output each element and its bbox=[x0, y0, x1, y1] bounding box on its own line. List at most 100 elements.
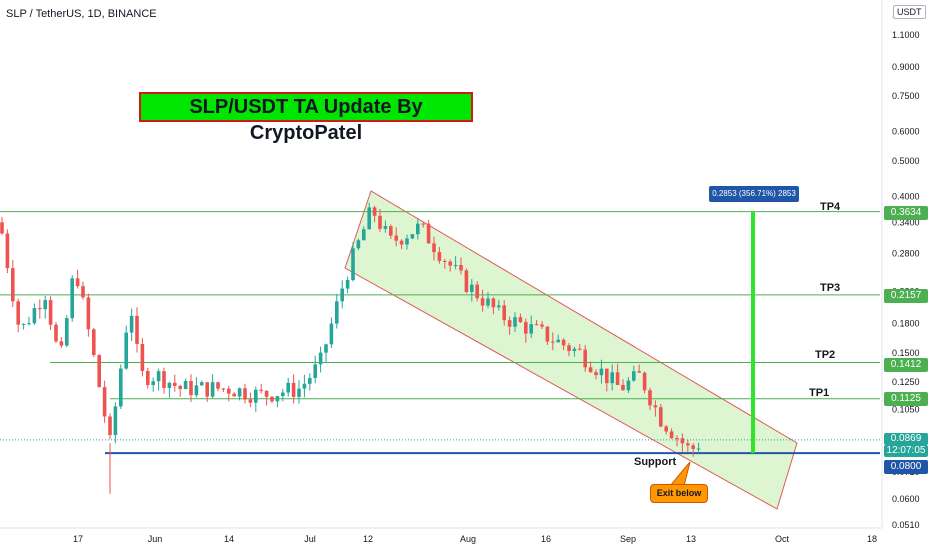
y-tick-label: 0.4000 bbox=[892, 191, 920, 201]
candle-body bbox=[156, 371, 161, 382]
candle-body bbox=[486, 298, 490, 306]
candle-body bbox=[405, 238, 409, 245]
tp4-label: TP4 bbox=[820, 201, 841, 213]
current-price-tag: 0.0869 bbox=[884, 433, 928, 445]
candle-body bbox=[464, 270, 469, 292]
y-tick-label: 0.7500 bbox=[892, 91, 920, 101]
candle-body bbox=[124, 332, 128, 369]
tp2-price-tag: 0.1412 bbox=[884, 358, 928, 372]
candle-body bbox=[421, 223, 425, 225]
candle-body bbox=[459, 265, 463, 271]
candle-body bbox=[491, 298, 496, 308]
candle-body bbox=[367, 207, 371, 230]
currency-badge[interactable]: USDT bbox=[893, 5, 926, 19]
x-tick-label: Jul bbox=[304, 534, 316, 544]
candle-body bbox=[227, 388, 231, 394]
candle-body bbox=[659, 407, 663, 427]
candle-body bbox=[480, 298, 485, 306]
candle-body bbox=[356, 240, 361, 249]
candle-body bbox=[605, 368, 609, 384]
price-axis-bg bbox=[882, 0, 932, 550]
tp4-price-tag: 0.3634 bbox=[884, 206, 928, 220]
chart-title: SLP/USDT TA Update By CryptoPatel bbox=[139, 92, 473, 144]
x-tick-label: 16 bbox=[541, 534, 551, 544]
candle-body bbox=[621, 384, 625, 391]
candle-body bbox=[437, 252, 442, 261]
candle-body bbox=[551, 341, 555, 343]
x-tick-label: Oct bbox=[775, 534, 790, 544]
candle-body bbox=[426, 223, 431, 244]
x-tick-label: 17 bbox=[73, 534, 83, 544]
candle-body bbox=[340, 288, 344, 302]
candle-body bbox=[583, 349, 587, 368]
candle-body bbox=[567, 345, 571, 352]
candle-body bbox=[297, 388, 301, 397]
candle-body bbox=[653, 405, 658, 408]
candle-body bbox=[680, 438, 685, 444]
candle-body bbox=[556, 339, 560, 343]
candle-body bbox=[540, 324, 544, 327]
candle-body bbox=[286, 382, 290, 393]
candle-body bbox=[642, 372, 647, 391]
candle-body bbox=[281, 392, 285, 397]
candle-body bbox=[610, 372, 614, 384]
candle-body bbox=[59, 341, 64, 346]
y-tick-label: 0.1250 bbox=[892, 377, 920, 387]
candle-body bbox=[237, 388, 242, 397]
candle-body bbox=[351, 248, 355, 281]
candle-body bbox=[38, 308, 42, 310]
candle-body bbox=[102, 387, 107, 417]
candle-body bbox=[529, 324, 533, 334]
candle-body bbox=[189, 381, 193, 396]
candle-body bbox=[43, 300, 47, 310]
candle-body bbox=[65, 318, 69, 346]
candle-body bbox=[686, 443, 690, 446]
candle-body bbox=[113, 406, 118, 435]
tp1-label: TP1 bbox=[809, 387, 830, 399]
candle-body bbox=[416, 223, 420, 235]
symbol-header: SLP / TetherUS, 1D, BINANCE bbox=[6, 8, 157, 20]
candle-body bbox=[308, 377, 312, 384]
y-tick-label: 0.5000 bbox=[892, 156, 920, 166]
candle-body bbox=[578, 348, 582, 350]
support-price-tag: 0.0800 bbox=[884, 460, 928, 474]
candle-body bbox=[178, 385, 182, 390]
x-tick-label: 12 bbox=[363, 534, 373, 544]
candle-body bbox=[92, 329, 96, 356]
candle-body bbox=[545, 326, 550, 342]
candle-body bbox=[502, 305, 506, 321]
candle-body bbox=[378, 215, 382, 229]
x-tick-label: Aug bbox=[460, 534, 476, 544]
candle-body bbox=[399, 240, 404, 245]
candle-body bbox=[151, 381, 155, 386]
candle-body bbox=[470, 284, 474, 292]
y-tick-label: 0.6000 bbox=[892, 127, 920, 137]
candle-body bbox=[243, 388, 247, 400]
candle-body bbox=[167, 382, 172, 388]
candle-body bbox=[497, 305, 501, 308]
candle-body bbox=[173, 382, 177, 386]
candle-body bbox=[648, 390, 652, 406]
candle-body bbox=[129, 315, 134, 333]
y-tick-label: 0.1500 bbox=[892, 348, 920, 358]
candle-body bbox=[32, 308, 37, 324]
candle-body bbox=[97, 355, 101, 388]
y-tick-label: 0.0600 bbox=[892, 494, 920, 504]
candle-body bbox=[162, 371, 166, 388]
candle-body bbox=[264, 390, 269, 397]
candle-body bbox=[383, 226, 388, 229]
candle-body bbox=[448, 261, 452, 266]
candle-body bbox=[291, 382, 296, 397]
y-tick-label: 0.0510 bbox=[892, 520, 920, 530]
y-tick-label: 0.1800 bbox=[892, 319, 920, 329]
y-tick-label: 1.1000 bbox=[892, 30, 920, 40]
tp1-price-tag: 0.1125 bbox=[884, 392, 928, 406]
candle-body bbox=[507, 320, 512, 327]
candle-body bbox=[248, 399, 253, 403]
tp3-price-tag: 0.2157 bbox=[884, 289, 928, 303]
candle-body bbox=[146, 370, 150, 386]
candle-body bbox=[108, 416, 112, 435]
candle-body bbox=[394, 235, 398, 241]
candle-body bbox=[675, 438, 679, 440]
